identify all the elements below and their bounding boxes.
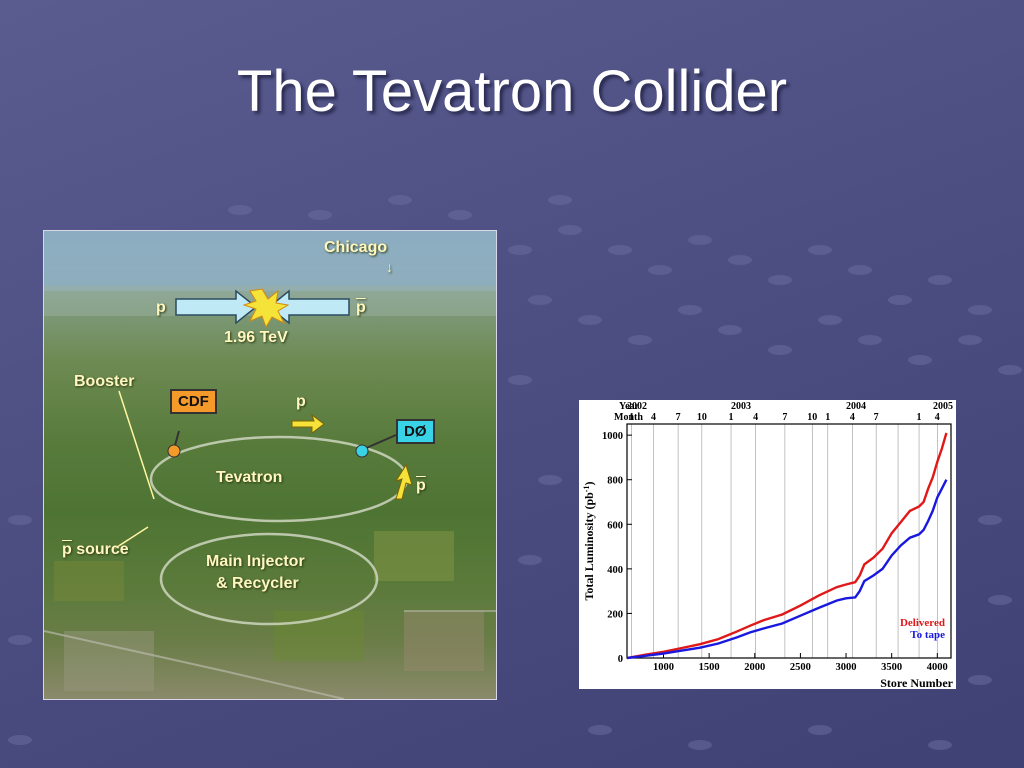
p-source-label-text: source <box>71 541 129 558</box>
legend-entry-delivered: Delivered <box>900 617 945 629</box>
top-axis-month: 1 <box>917 412 922 423</box>
beam-antiproton-label: p <box>416 477 426 494</box>
luminosity-chart-svg: 0 200 400 600 800 1000 1000 1500 2000 2500 3000 350… <box>582 401 954 690</box>
y-tick-label: 0 <box>618 654 623 665</box>
y-tick-label: 400 <box>607 565 623 576</box>
tevatron-label: Tevatron <box>216 469 283 486</box>
antiproton-direction-arrow <box>394 463 413 500</box>
top-axis-year: 2002 <box>627 401 647 412</box>
x-tick-label: 1500 <box>699 662 720 673</box>
top-axis-year-label: Year <box>619 401 640 412</box>
tevatron-aerial-photo: Chicago ↓ p p 1.96 TeV Booster CDF DØ p … <box>43 230 497 700</box>
main-injector-ring <box>159 532 379 626</box>
cdf-marker <box>167 444 181 458</box>
series-line-delivered <box>626 432 948 660</box>
top-axis-month: 4 <box>651 412 656 423</box>
top-axis-month: 10 <box>807 412 817 423</box>
chicago-direction-arrow-icon: ↓ <box>386 259 393 275</box>
top-axis-year: 2003 <box>731 401 751 412</box>
legend-entry-to-tape: To tape <box>910 629 945 641</box>
cdf-tag: CDF <box>170 389 217 414</box>
chicago-label: Chicago <box>324 239 388 256</box>
d0-marker <box>355 444 369 458</box>
x-tick-label: 3500 <box>881 662 902 673</box>
aerial-scene <box>44 231 496 699</box>
top-axis-month: 10 <box>697 412 707 423</box>
top-axis-month: 7 <box>676 412 681 423</box>
y-tick-label: 200 <box>607 609 623 620</box>
top-axis-month: 1 <box>825 412 830 423</box>
top-axis-month: 1 <box>629 412 634 423</box>
booster-label: Booster <box>74 373 135 390</box>
top-axis-month-label: Month <box>614 412 643 423</box>
plot-frame <box>626 423 952 659</box>
top-axis-month: 4 <box>753 412 758 423</box>
x-tick-label: 1000 <box>653 662 674 673</box>
d0-tag: DØ <box>396 419 435 444</box>
x-tick-label: 4000 <box>927 662 948 673</box>
y-tick-label: 1000 <box>602 431 623 442</box>
luminosity-chart: 0 200 400 600 800 1000 1000 1500 2000 2500 3000 350… <box>579 400 956 690</box>
main-injector-label-line2: & Recycler <box>216 575 299 592</box>
top-axis-month: 7 <box>874 412 879 423</box>
collision-burst-icon <box>242 288 290 329</box>
slide-title: The Tevatron Collider <box>236 59 788 124</box>
y-tick-label: 800 <box>607 476 623 487</box>
proton-direction-arrow <box>291 413 325 434</box>
top-axis-month: 4 <box>850 412 855 423</box>
x-axis-label: Store Number <box>880 676 953 689</box>
top-axis-month: 1 <box>729 412 734 423</box>
y-axis-label: Total Luminosity (pb-1) <box>582 482 597 601</box>
beam-proton-label: p <box>296 393 306 410</box>
top-axis-month: 4 <box>935 412 940 423</box>
top-axis-year: 2004 <box>846 401 866 412</box>
y-tick-label: 600 <box>607 520 623 531</box>
top-axis-month: 7 <box>782 412 787 423</box>
p-source-label: p source <box>62 541 129 558</box>
antiproton-label: p <box>356 299 366 316</box>
main-injector-label-line1: Main Injector <box>206 553 305 570</box>
top-axis-year: 2005 <box>933 401 953 412</box>
x-tick-label: 2500 <box>790 662 811 673</box>
series-line-to-tape <box>626 479 948 660</box>
collision-energy-label: 1.96 TeV <box>224 329 288 346</box>
x-tick-label: 3000 <box>836 662 857 673</box>
x-tick-label: 2000 <box>744 662 765 673</box>
proton-beam-arrow <box>175 289 258 325</box>
proton-label: p <box>156 299 166 316</box>
